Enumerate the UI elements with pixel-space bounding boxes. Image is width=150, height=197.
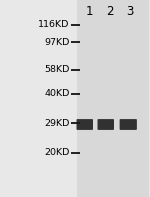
FancyBboxPatch shape [120,119,137,130]
Text: 1: 1 [85,5,93,18]
Text: 58KD: 58KD [44,65,70,74]
Bar [77,0,149,197]
Text: 29KD: 29KD [44,119,70,128]
FancyBboxPatch shape [98,119,114,130]
Text: 20KD: 20KD [44,148,70,157]
FancyBboxPatch shape [76,119,93,130]
Text: 40KD: 40KD [44,89,70,98]
Text: 3: 3 [126,5,134,18]
Text: 2: 2 [106,5,114,18]
Text: 116KD: 116KD [38,20,70,29]
Text: 97KD: 97KD [44,38,70,47]
